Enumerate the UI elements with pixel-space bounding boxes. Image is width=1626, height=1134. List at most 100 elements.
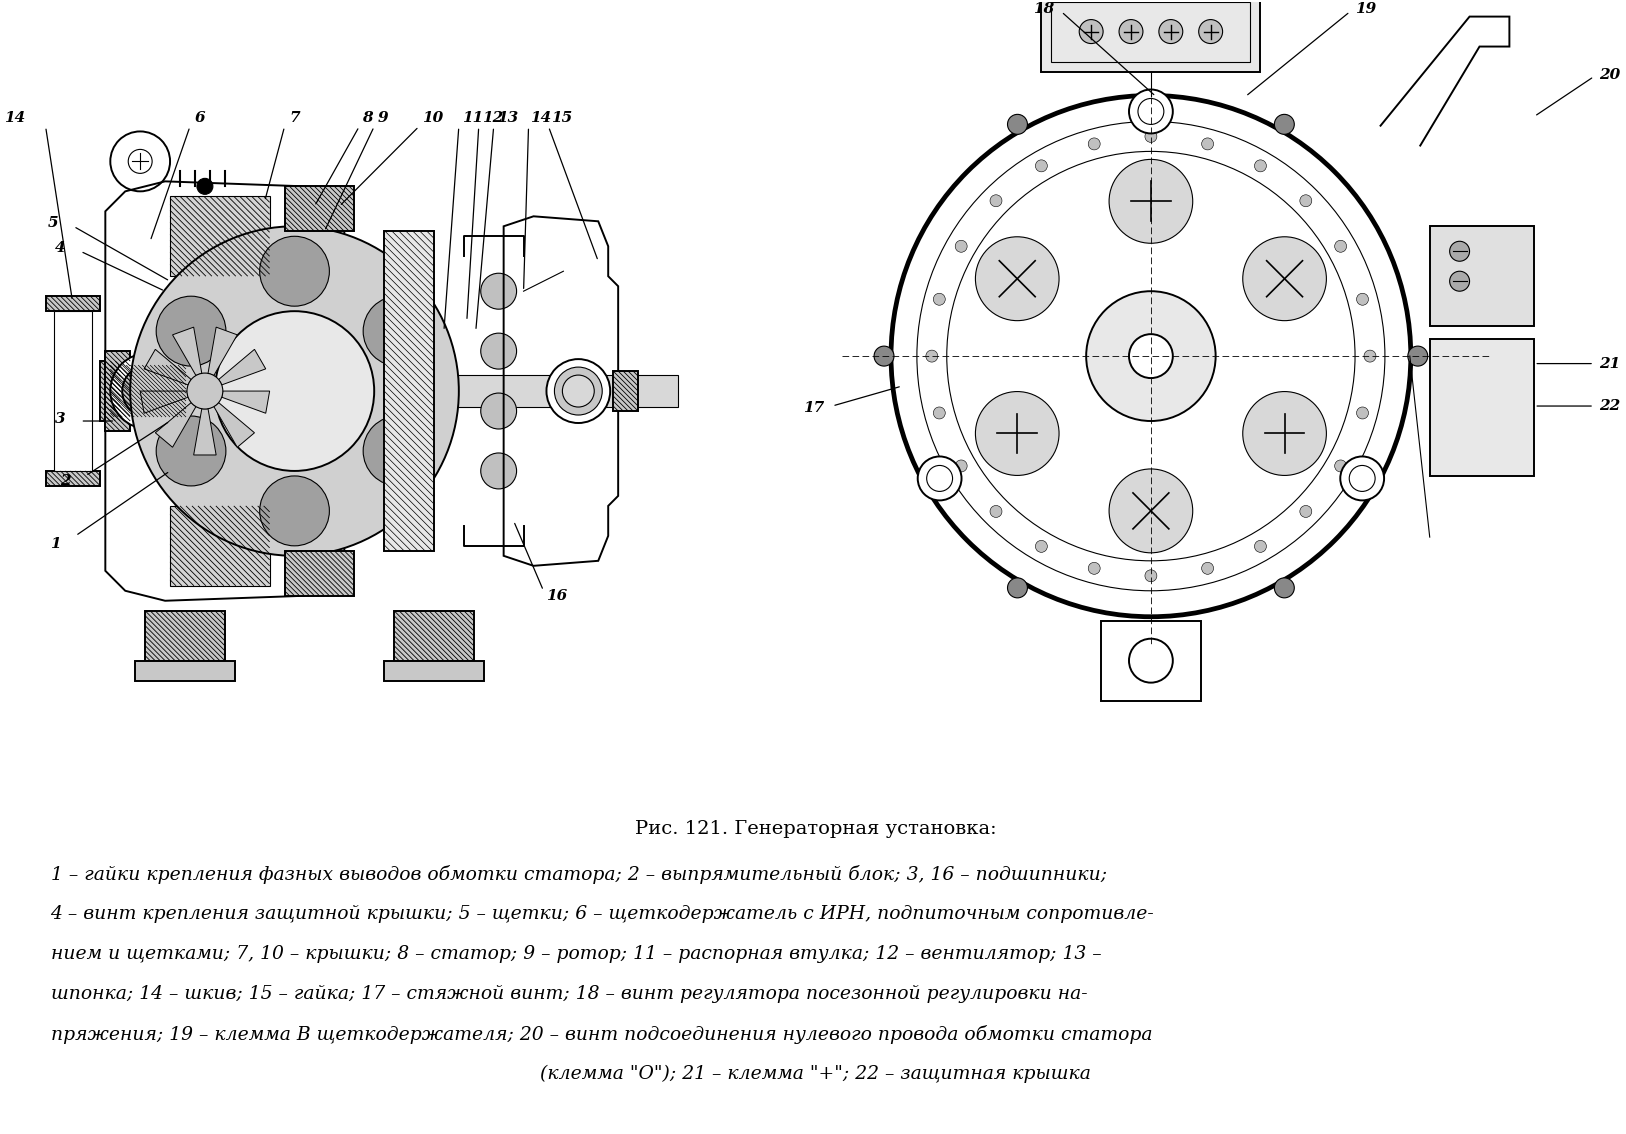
Bar — [171, 196, 270, 277]
Circle shape — [954, 460, 967, 472]
Text: 4 – винт крепления защитной крышки; 5 – щетки; 6 – щеткодержатель с ИРН, подпито: 4 – винт крепления защитной крышки; 5 – … — [50, 905, 1154, 923]
Text: 10: 10 — [423, 111, 444, 126]
Circle shape — [187, 373, 223, 409]
Text: 21: 21 — [1598, 356, 1619, 371]
Circle shape — [481, 333, 517, 369]
Bar — [101, 361, 120, 421]
Polygon shape — [215, 403, 255, 447]
Circle shape — [1119, 19, 1143, 43]
Polygon shape — [208, 327, 237, 375]
Circle shape — [481, 393, 517, 429]
Circle shape — [917, 457, 961, 500]
Circle shape — [1145, 569, 1156, 582]
Circle shape — [260, 476, 330, 545]
Circle shape — [1450, 271, 1470, 291]
Circle shape — [156, 296, 226, 366]
Text: Рис. 121. Генераторная установка:: Рис. 121. Генераторная установка: — [634, 820, 997, 838]
Circle shape — [554, 367, 602, 415]
Text: 1 – гайки крепления фазных выводов обмотки статора; 2 – выпрямительный блок; 3, : 1 – гайки крепления фазных выводов обмот… — [50, 865, 1107, 885]
Text: (клемма "О"); 21 – клемма "+"; 22 – защитная крышка: (клемма "О"); 21 – клемма "+"; 22 – защи… — [540, 1065, 1091, 1083]
Bar — [1429, 339, 1535, 476]
Circle shape — [1242, 237, 1327, 321]
Text: 16: 16 — [546, 589, 567, 603]
Text: нием и щетками; 7, 10 – крышки; 8 – статор; 9 – ротор; 11 – распорная втулка; 12: нием и щетками; 7, 10 – крышки; 8 – стат… — [50, 946, 1101, 963]
Text: 18: 18 — [1033, 1, 1054, 16]
Text: 19: 19 — [1354, 1, 1376, 16]
Text: 11: 11 — [462, 111, 483, 126]
Circle shape — [481, 452, 517, 489]
Circle shape — [1335, 240, 1346, 252]
Bar — [1041, 0, 1260, 71]
Circle shape — [1275, 578, 1294, 598]
Text: 6: 6 — [195, 111, 205, 126]
Circle shape — [122, 365, 174, 417]
Circle shape — [1450, 242, 1470, 261]
Circle shape — [1356, 294, 1369, 305]
Text: 8: 8 — [363, 111, 372, 126]
Bar — [46, 471, 101, 486]
Polygon shape — [172, 327, 202, 375]
Circle shape — [1255, 160, 1267, 172]
Circle shape — [933, 407, 945, 418]
Polygon shape — [145, 349, 192, 384]
Circle shape — [1109, 469, 1193, 553]
Bar — [285, 186, 354, 231]
Circle shape — [875, 346, 894, 366]
Circle shape — [156, 416, 226, 486]
Bar — [393, 611, 473, 661]
Bar — [171, 506, 270, 586]
Text: 22: 22 — [1598, 399, 1619, 413]
Text: 7: 7 — [289, 111, 301, 126]
Text: 17: 17 — [803, 401, 824, 415]
Bar — [1052, 1, 1250, 61]
Bar — [285, 551, 354, 595]
Circle shape — [363, 296, 433, 366]
Bar — [145, 611, 224, 661]
Text: 14: 14 — [530, 111, 551, 126]
Text: 12: 12 — [481, 111, 502, 126]
Circle shape — [111, 353, 185, 429]
Circle shape — [1340, 457, 1384, 500]
Circle shape — [990, 195, 1002, 206]
Circle shape — [1275, 115, 1294, 134]
Circle shape — [260, 236, 330, 306]
Circle shape — [1299, 195, 1312, 206]
Text: 14: 14 — [5, 111, 26, 126]
Circle shape — [1128, 335, 1172, 378]
Bar — [54, 311, 93, 471]
Circle shape — [1408, 346, 1428, 366]
Bar — [613, 371, 637, 411]
Circle shape — [1159, 19, 1182, 43]
Circle shape — [976, 237, 1059, 321]
Circle shape — [1088, 138, 1101, 150]
Circle shape — [1036, 160, 1047, 172]
Circle shape — [1202, 562, 1213, 574]
Circle shape — [546, 359, 610, 423]
Circle shape — [130, 227, 459, 556]
Circle shape — [363, 416, 433, 486]
Circle shape — [1088, 562, 1101, 574]
Circle shape — [1242, 391, 1327, 475]
Circle shape — [1299, 506, 1312, 517]
Circle shape — [1080, 19, 1102, 43]
Polygon shape — [218, 349, 265, 384]
Circle shape — [1086, 291, 1216, 421]
Bar — [1429, 227, 1535, 327]
Text: 4: 4 — [55, 242, 65, 255]
Bar — [135, 661, 234, 680]
Circle shape — [925, 350, 938, 362]
Circle shape — [481, 273, 517, 310]
Text: 2: 2 — [60, 474, 70, 488]
Circle shape — [976, 391, 1059, 475]
Text: 13: 13 — [496, 111, 519, 126]
Text: 3: 3 — [55, 412, 65, 426]
Circle shape — [1356, 407, 1369, 418]
Circle shape — [1335, 460, 1346, 472]
Circle shape — [889, 94, 1411, 618]
Bar — [384, 661, 483, 680]
Text: 20: 20 — [1598, 68, 1619, 82]
Circle shape — [1128, 90, 1172, 134]
Text: 1: 1 — [50, 536, 60, 551]
Circle shape — [197, 178, 213, 194]
Circle shape — [933, 294, 945, 305]
